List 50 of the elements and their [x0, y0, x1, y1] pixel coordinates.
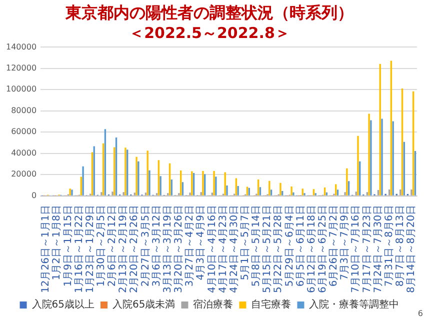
- x-tick-label: 12月26日～1月1日: [40, 204, 52, 294]
- y-tick-label: 80000: [11, 106, 37, 115]
- chart-title: 東京都内の陽性者の調整状況（時系列）: [64, 2, 354, 22]
- y-tick-label: 140000: [6, 42, 37, 52]
- x-tick-label: 8月7日～8月13日: [394, 204, 406, 287]
- legend-label: 入院・療養等調整中: [309, 298, 400, 311]
- x-tick-label: 3月13日～3月19日: [162, 204, 174, 294]
- y-tick-label: 20000: [11, 170, 37, 179]
- legend-label: 入院65歳以上: [32, 298, 95, 311]
- x-tick-label: 3月6日～3月12日: [151, 204, 162, 287]
- x-tick-label: 5月15日～5月21日: [262, 204, 274, 294]
- chart-subtitle: ＜2022.5～2022.8＞: [129, 24, 290, 42]
- x-tick-label: 4月17日～4月23日: [218, 204, 229, 294]
- x-tick-label: 1月30日～2月5日: [96, 204, 108, 287]
- x-tick-label: 6月26日～7月2日: [328, 204, 340, 287]
- x-tick-label: 4月10日～4月16日: [206, 204, 218, 294]
- x-tick-label: 5月29日～6月4日: [284, 204, 296, 287]
- y-tick-label: 40000: [11, 148, 37, 158]
- x-tick-label: 3月27日～4月2日: [184, 204, 196, 287]
- x-tick-label: 2月20日～2月26日: [129, 204, 140, 294]
- x-tick-label: 6月5日～6月11日: [295, 204, 306, 287]
- x-tick-label: 5月8日～5月14日: [251, 204, 262, 287]
- x-tick-label: 2月6日～2月12日: [107, 204, 118, 287]
- x-tick-label: 7月3日～7月9日: [340, 204, 351, 280]
- x-tick-label: 1月9日～1月15日: [62, 204, 74, 287]
- x-tick-label: 2月27日～3月5日: [140, 204, 152, 287]
- x-tick-label: 8月14日～8月20日: [406, 204, 418, 294]
- x-tick-label: 6月12日～6月18日: [306, 204, 318, 294]
- y-tick-label: 120000: [6, 64, 37, 73]
- x-tick-label: 7月17日～7月23日: [362, 204, 373, 294]
- y-tick-label: 0: [31, 190, 37, 200]
- x-tick-label: 5月1日～5月7日: [240, 204, 251, 280]
- x-tick-label: 6月19日～6月25日: [317, 204, 328, 294]
- x-tick-label: 1月2日～1月8日: [52, 204, 63, 280]
- y-tick-label: 100000: [6, 84, 37, 94]
- x-tick-label: 2月13日～2月19日: [118, 204, 130, 294]
- y-tick-label: 60000: [11, 127, 37, 136]
- x-tick-label: 7月24日～7月30日: [372, 204, 384, 294]
- x-tick-label: 4月3日～4月9日: [196, 204, 207, 280]
- x-tick-label: 7月31日～8月6日: [384, 204, 395, 287]
- x-tick-label: 1月23日～1月29日: [84, 204, 96, 294]
- legend-label: 自宅療養: [251, 298, 292, 311]
- x-tick-label: 3月20日～3月26日: [174, 204, 185, 294]
- x-tick-label: 4月24日～4月30日: [228, 204, 240, 294]
- legend-label: 宿泊療養: [193, 298, 234, 311]
- legend-label: 入院65歳未満: [112, 298, 176, 311]
- x-tick-label: 7月10日～7月16日: [350, 204, 362, 294]
- x-tick-label: 5月22日～5月28日: [273, 204, 284, 294]
- text: 6: [418, 309, 423, 318]
- x-tick-label: 1月16日～1月22日: [74, 204, 85, 294]
